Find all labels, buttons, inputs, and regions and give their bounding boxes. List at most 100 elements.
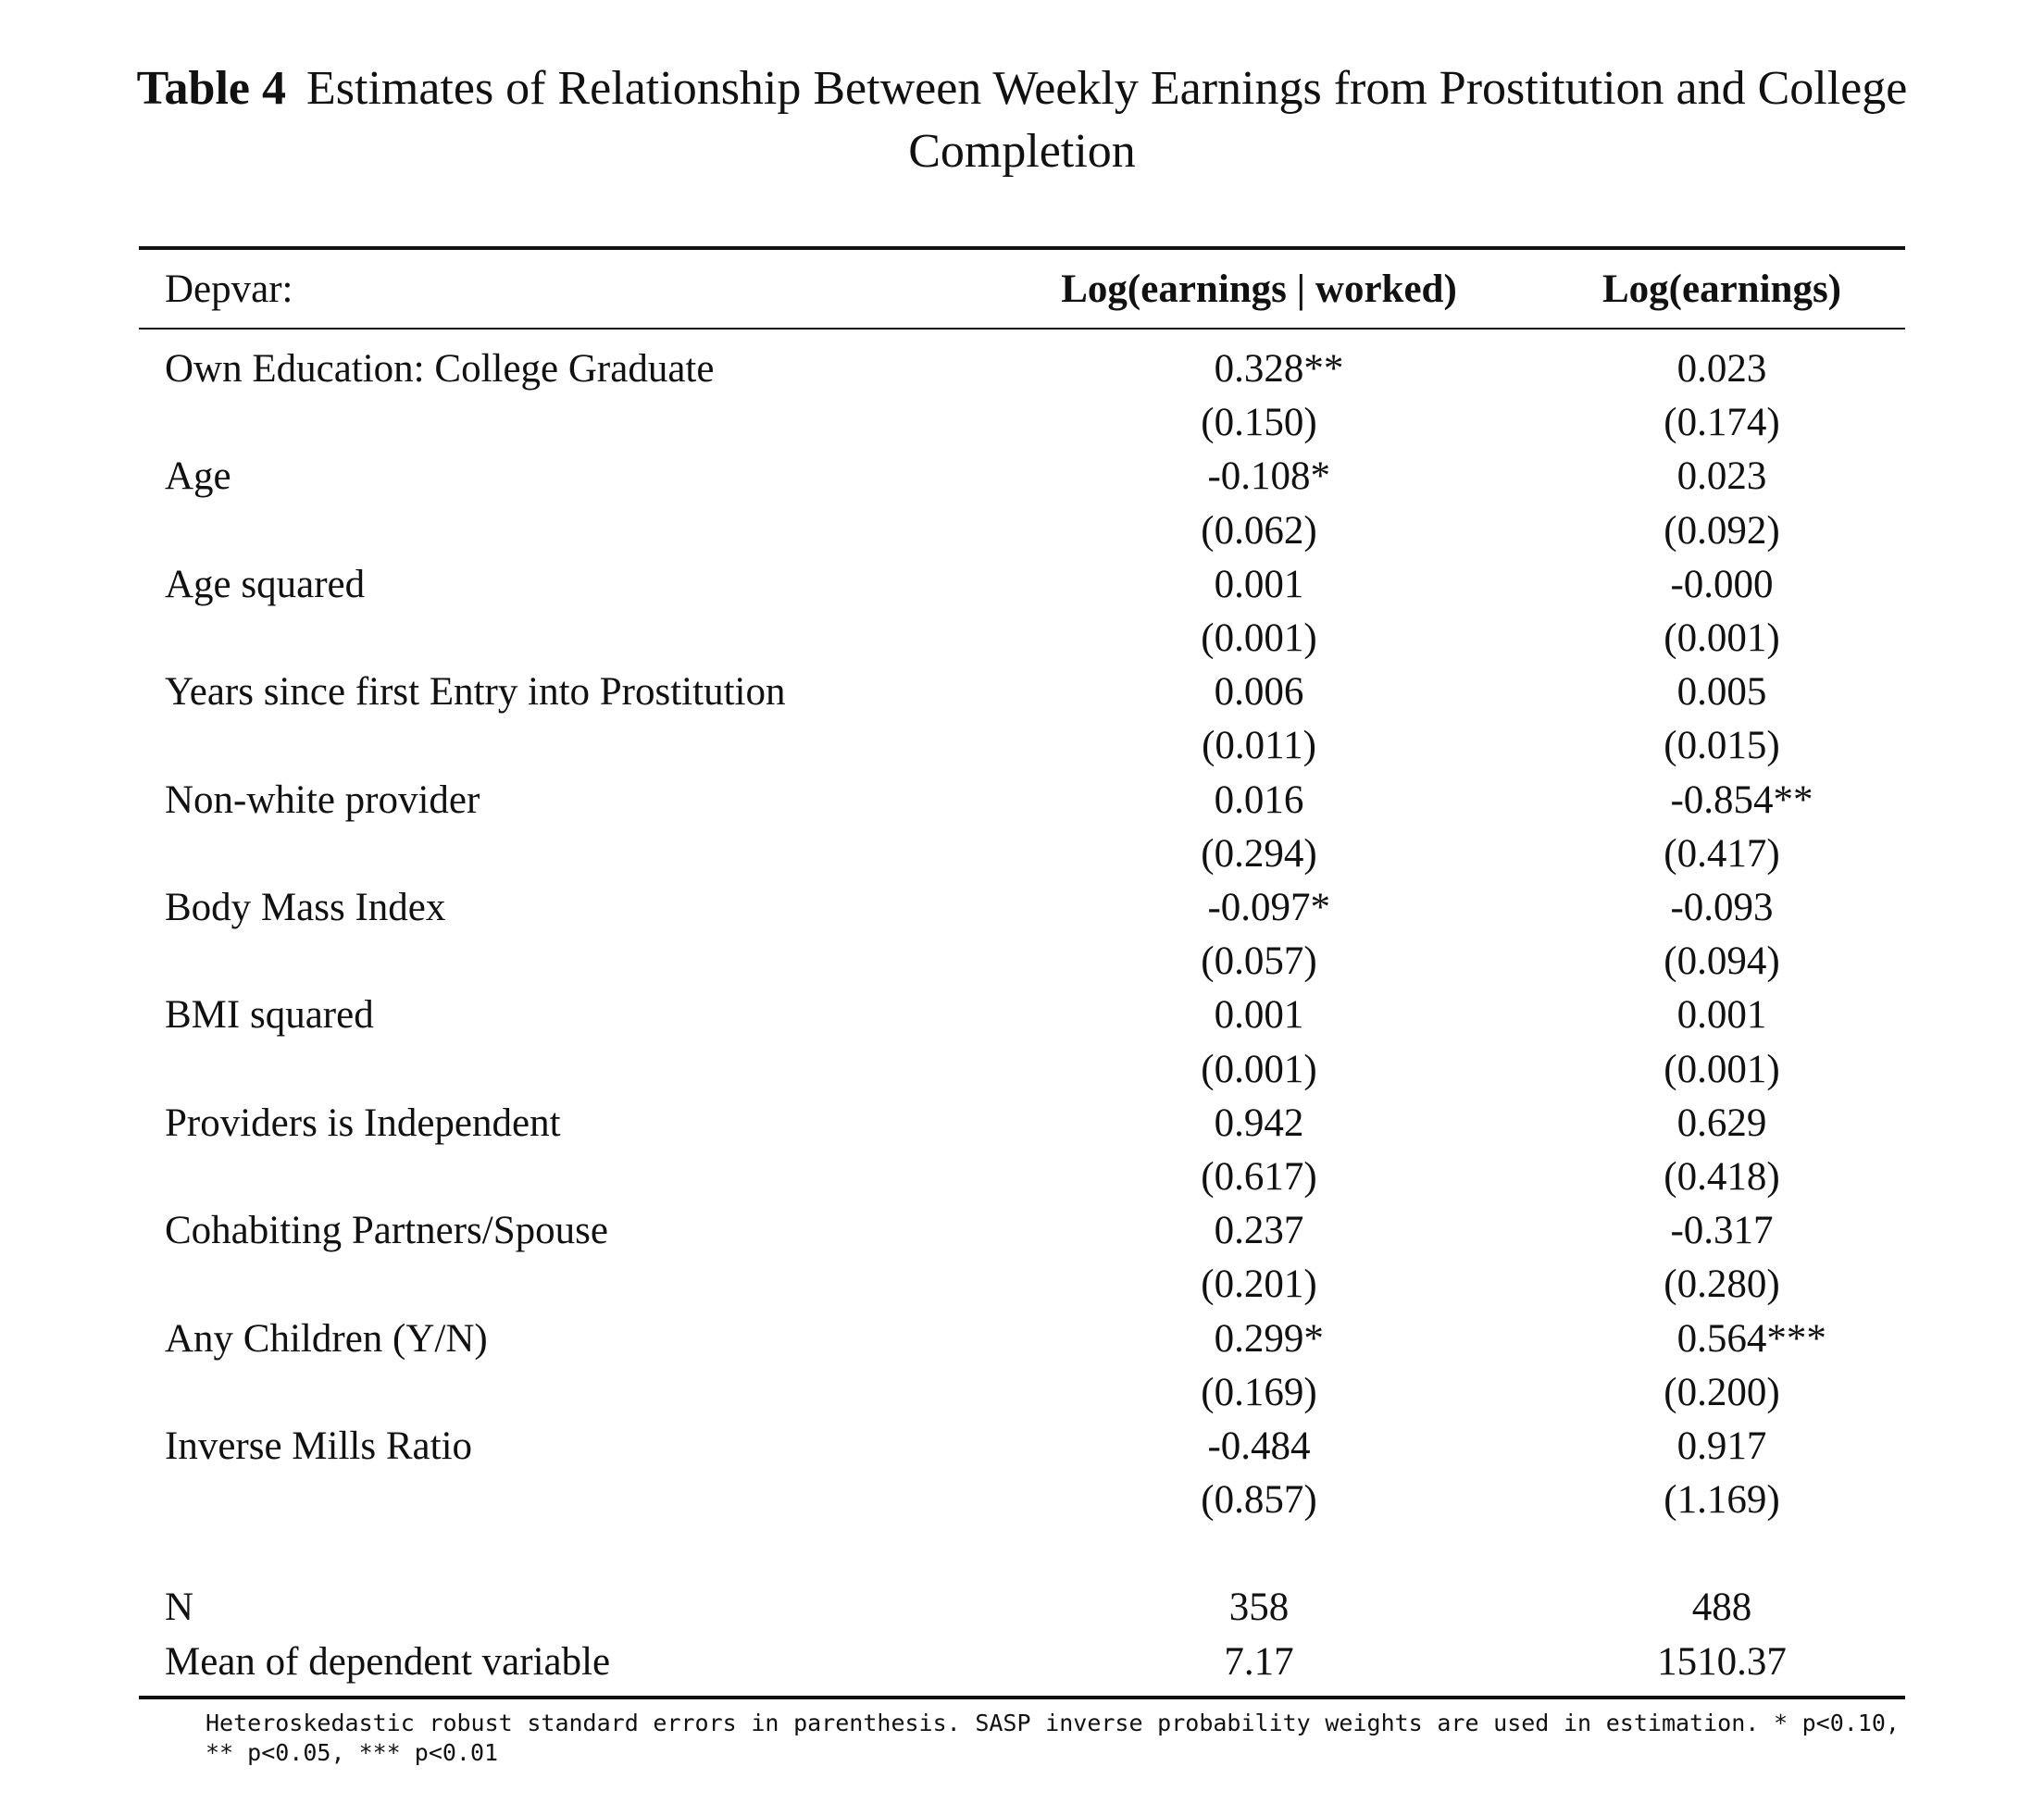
significance-stars: * <box>1310 886 1331 929</box>
cell-col2: (0.092) <box>1555 504 1888 558</box>
significance-stars: *** <box>1766 1317 1826 1361</box>
cell-col1: (0.057) <box>1092 935 1426 989</box>
table-row: Inverse Mills Ratio -0.484 0.917 <box>0 1420 2044 1474</box>
stat-row: N 358 488 <box>0 1581 2044 1635</box>
cell-value: 0.016 <box>1214 778 1304 822</box>
cell-value: (0.062) <box>1201 509 1317 553</box>
row-label: Inverse Mills Ratio <box>165 1424 473 1468</box>
cell-col1: (0.857) <box>1092 1474 1426 1527</box>
cell-col2: 1510.37 <box>1555 1636 1888 1689</box>
cell-col2: -0.317 <box>1555 1204 1888 1258</box>
cell-col2: (0.001) <box>1555 612 1888 665</box>
table-row: Body Mass Index -0.097 * -0.093 <box>0 881 2044 935</box>
cell-col2: (0.418) <box>1555 1151 1888 1204</box>
table-row: Age squared 0.001 -0.000 <box>0 558 2044 612</box>
cell-col1: (0.001) <box>1092 612 1426 665</box>
cell-col2: (0.280) <box>1555 1258 1888 1312</box>
table-header-row: Depvar: Log(earnings | worked) Log(earni… <box>0 263 2044 317</box>
cell-col1: (0.201) <box>1092 1258 1426 1312</box>
cell-col1: 0.016 <box>1092 774 1426 827</box>
cell-col2: (0.001) <box>1555 1043 1888 1097</box>
table-row: (0.062) (0.092) <box>0 504 2044 558</box>
cell-value: 0.299 * <box>1215 1312 1324 1366</box>
cell-col1: -0.108 * <box>1092 450 1426 504</box>
cell-col2: (0.174) <box>1555 396 1888 450</box>
cell-value: 0.629 <box>1676 1101 1767 1145</box>
cell-value: 0.005 <box>1676 670 1767 714</box>
cell-value: 0.328 ** <box>1215 342 1344 396</box>
cell-value: 488 <box>1691 1586 1752 1629</box>
cell-value: 0.023 <box>1676 454 1767 498</box>
cell-value: 0.023 <box>1676 347 1767 391</box>
cell-value: -0.093 <box>1670 886 1774 929</box>
cell-value: (0.294) <box>1201 832 1317 876</box>
table-row: (0.001) (0.001) <box>0 1043 2044 1097</box>
cell-value: 0.564 *** <box>1677 1312 1826 1366</box>
cell-col2: 488 <box>1555 1581 1888 1635</box>
row-label: Cohabiting Partners/Spouse <box>165 1209 608 1252</box>
cell-col1: (0.169) <box>1092 1366 1426 1420</box>
row-label: Own Education: College Graduate <box>165 347 715 391</box>
row-label: Non-white provider <box>165 778 480 822</box>
cell-value: (0.057) <box>1201 939 1317 983</box>
cell-value: -0.317 <box>1670 1209 1774 1252</box>
cell-col2: 0.023 <box>1555 342 1888 396</box>
table-number: Table 4 <box>136 62 286 115</box>
cell-value: -0.000 <box>1670 563 1774 606</box>
cell-value: (0.015) <box>1664 724 1780 767</box>
cell-value: (0.001) <box>1664 616 1780 660</box>
cell-value: 0.237 <box>1214 1209 1304 1252</box>
cell-col1: -0.484 <box>1092 1420 1426 1474</box>
header-depvar-label: Depvar: <box>165 267 293 311</box>
table-row: (0.617) (0.418) <box>0 1151 2044 1204</box>
cell-value: (0.201) <box>1201 1262 1317 1306</box>
cell-col1: -0.097 * <box>1092 881 1426 935</box>
significance-stars: ** <box>1303 347 1344 391</box>
cell-col1: 0.299 * <box>1092 1312 1426 1366</box>
table-row: Providers is Independent 0.942 0.629 <box>0 1097 2044 1151</box>
cell-value: (0.417) <box>1664 832 1780 876</box>
cell-value: (0.094) <box>1664 939 1780 983</box>
cell-col1: 0.237 <box>1092 1204 1426 1258</box>
row-label: BMI squared <box>165 993 374 1037</box>
row-label: Age squared <box>165 563 366 606</box>
header-col2: Log(earnings) <box>1602 267 1841 311</box>
cell-col1: 0.328 ** <box>1092 342 1426 396</box>
table-row: (0.001) (0.001) <box>0 612 2044 665</box>
cell-col1: 0.006 <box>1092 665 1426 719</box>
cell-col1: 0.001 <box>1092 558 1426 612</box>
cell-col1: (0.001) <box>1092 1043 1426 1097</box>
table-row: (0.011) (0.015) <box>0 719 2044 773</box>
bottom-rule <box>139 1696 1905 1699</box>
table-row: (0.057) (0.094) <box>0 935 2044 989</box>
cell-value: (0.280) <box>1664 1262 1780 1306</box>
cell-col2: (0.417) <box>1555 827 1888 881</box>
cell-value: (0.001) <box>1201 1048 1317 1091</box>
cell-value: 0.001 <box>1214 993 1304 1037</box>
significance-stars: * <box>1310 454 1331 498</box>
cell-value: (0.001) <box>1201 616 1317 660</box>
cell-value: (0.011) <box>1202 724 1316 767</box>
cell-value: (0.092) <box>1664 509 1780 553</box>
cell-value: (0.174) <box>1664 401 1780 444</box>
table-row: (0.150) (0.174) <box>0 396 2044 450</box>
cell-value: (0.418) <box>1664 1155 1780 1199</box>
row-label: Providers is Independent <box>165 1101 561 1145</box>
cell-col2: -0.854 ** <box>1555 774 1888 827</box>
cell-col1: (0.011) <box>1092 719 1426 773</box>
table-row: (0.201) (0.280) <box>0 1258 2044 1312</box>
table-caption: Table 4 Estimates of Relationship Between… <box>19 57 2025 183</box>
cell-value: (0.001) <box>1664 1048 1780 1091</box>
cell-value: (0.150) <box>1201 401 1317 444</box>
cell-col1: 0.942 <box>1092 1097 1426 1151</box>
cell-col1: (0.062) <box>1092 504 1426 558</box>
stat-row: Mean of dependent variable 7.17 1510.37 <box>0 1636 2044 1689</box>
header-col1: Log(earnings | worked) <box>1061 267 1457 311</box>
table-row: Years since first Entry into Prostitutio… <box>0 665 2044 719</box>
cell-col2: (1.169) <box>1555 1474 1888 1527</box>
header-rule <box>139 328 1905 330</box>
row-label: N <box>165 1586 194 1629</box>
cell-value: (0.169) <box>1201 1371 1317 1414</box>
cell-col2: (0.094) <box>1555 935 1888 989</box>
cell-col2: -0.000 <box>1555 558 1888 612</box>
